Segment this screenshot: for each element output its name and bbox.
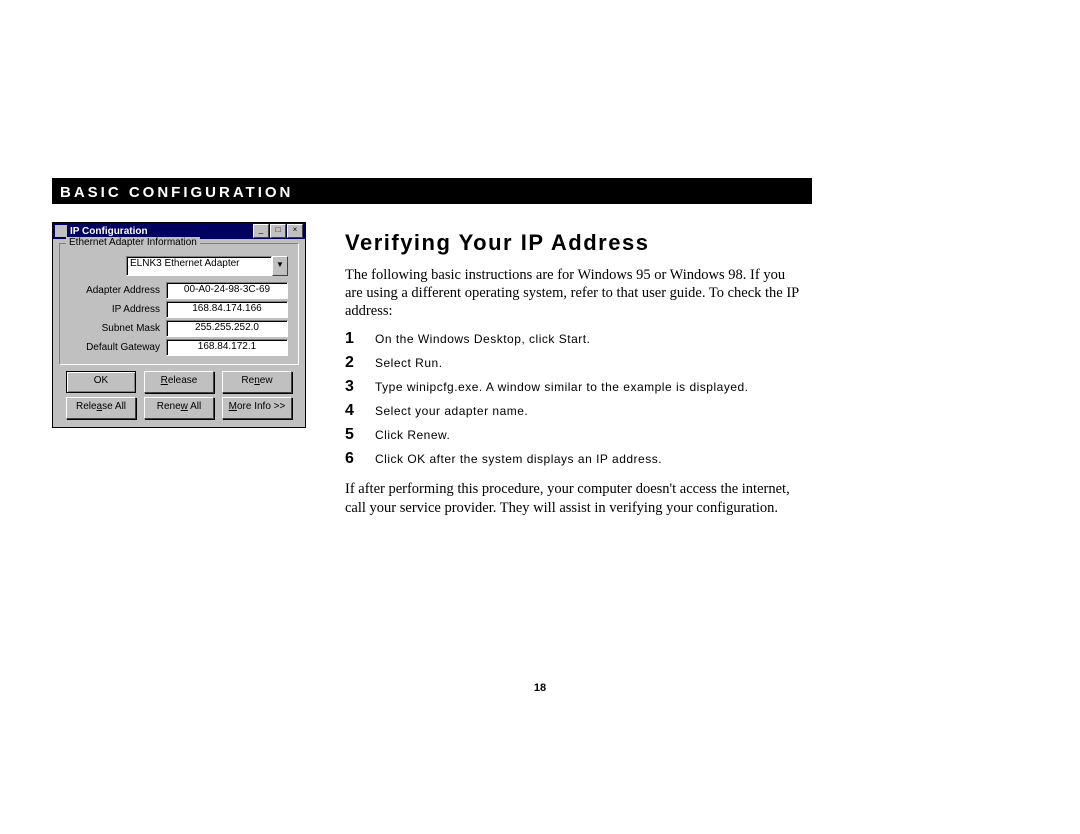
step-num: 3	[345, 378, 375, 396]
value-default-gateway: 168.84.172.1	[166, 339, 288, 356]
step-text: On the Windows Desktop, click Start.	[375, 332, 805, 346]
field-subnet-mask: Subnet Mask 255.255.252.0	[70, 320, 288, 337]
dialog-title: IP Configuration	[70, 226, 253, 237]
step-text: Click OK after the system displays an IP…	[375, 452, 805, 466]
intro-paragraph: The following basic instructions are for…	[345, 266, 805, 320]
titlebar-buttons: _ □ ×	[253, 224, 303, 238]
ok-button-label: OK	[94, 375, 108, 386]
label-subnet-mask: Subnet Mask	[70, 323, 166, 334]
step-text: Select your adapter name.	[375, 404, 805, 418]
release-button[interactable]: Release	[144, 371, 214, 393]
label-ip-address: IP Address	[70, 304, 166, 315]
label-default-gateway: Default Gateway	[70, 342, 166, 353]
value-adapter-address: 00-A0-24-98-3C-69	[166, 282, 288, 299]
value-ip-address: 168.84.174.166	[166, 301, 288, 318]
field-adapter-address: Adapter Address 00-A0-24-98-3C-69	[70, 282, 288, 299]
step-text: Click Renew.	[375, 428, 805, 442]
adapter-info-group: Ethernet Adapter Information ELNK3 Ether…	[59, 243, 299, 365]
page-number: 18	[0, 682, 1080, 694]
button-row-2: Release All Renew All More Info >>	[53, 397, 305, 419]
text-column: Verifying Your IP Address The following …	[345, 222, 805, 517]
maximize-button[interactable]: □	[270, 224, 286, 238]
value-subnet-mask: 255.255.252.0	[166, 320, 288, 337]
step-3: 3 Type winipcfg.exe. A window similar to…	[345, 378, 805, 396]
page-header: BASIC CONFIGURATION	[52, 178, 812, 204]
step-4: 4 Select your adapter name.	[345, 402, 805, 420]
step-6: 6 Click OK after the system displays an …	[345, 450, 805, 468]
outro-paragraph: If after performing this procedure, your…	[345, 480, 805, 516]
step-text: Select Run.	[375, 356, 805, 370]
step-num: 1	[345, 330, 375, 348]
field-default-gateway: Default Gateway 168.84.172.1	[70, 339, 288, 356]
step-2: 2 Select Run.	[345, 354, 805, 372]
label-adapter-address: Adapter Address	[70, 285, 166, 296]
adapter-combo[interactable]: ELNK3 Ethernet Adapter ▼	[126, 256, 288, 276]
more-info-button[interactable]: More Info >>	[222, 397, 292, 419]
field-ip-address: IP Address 168.84.174.166	[70, 301, 288, 318]
step-5: 5 Click Renew.	[345, 426, 805, 444]
step-num: 6	[345, 450, 375, 468]
step-num: 4	[345, 402, 375, 420]
ip-config-dialog: IP Configuration _ □ × Ethernet Adapter …	[52, 222, 306, 428]
button-row-1: OK Release Renew	[53, 371, 305, 393]
adapter-selected: ELNK3 Ethernet Adapter	[126, 256, 272, 276]
page-header-title: BASIC CONFIGURATION	[60, 184, 293, 201]
steps-list: 1 On the Windows Desktop, click Start. 2…	[345, 330, 805, 468]
renew-button[interactable]: Renew	[222, 371, 292, 393]
dialog-app-icon	[55, 225, 67, 237]
section-title: Verifying Your IP Address	[345, 230, 805, 256]
group-label: Ethernet Adapter Information	[66, 237, 200, 248]
close-button[interactable]: ×	[287, 224, 303, 238]
combo-dropdown-button[interactable]: ▼	[272, 256, 288, 276]
step-num: 5	[345, 426, 375, 444]
ok-button[interactable]: OK	[66, 371, 136, 393]
release-all-button[interactable]: Release All	[66, 397, 136, 419]
step-text: Type winipcfg.exe. A window similar to t…	[375, 380, 805, 394]
renew-all-button[interactable]: Renew All	[144, 397, 214, 419]
step-num: 2	[345, 354, 375, 372]
step-1: 1 On the Windows Desktop, click Start.	[345, 330, 805, 348]
minimize-button[interactable]: _	[253, 224, 269, 238]
